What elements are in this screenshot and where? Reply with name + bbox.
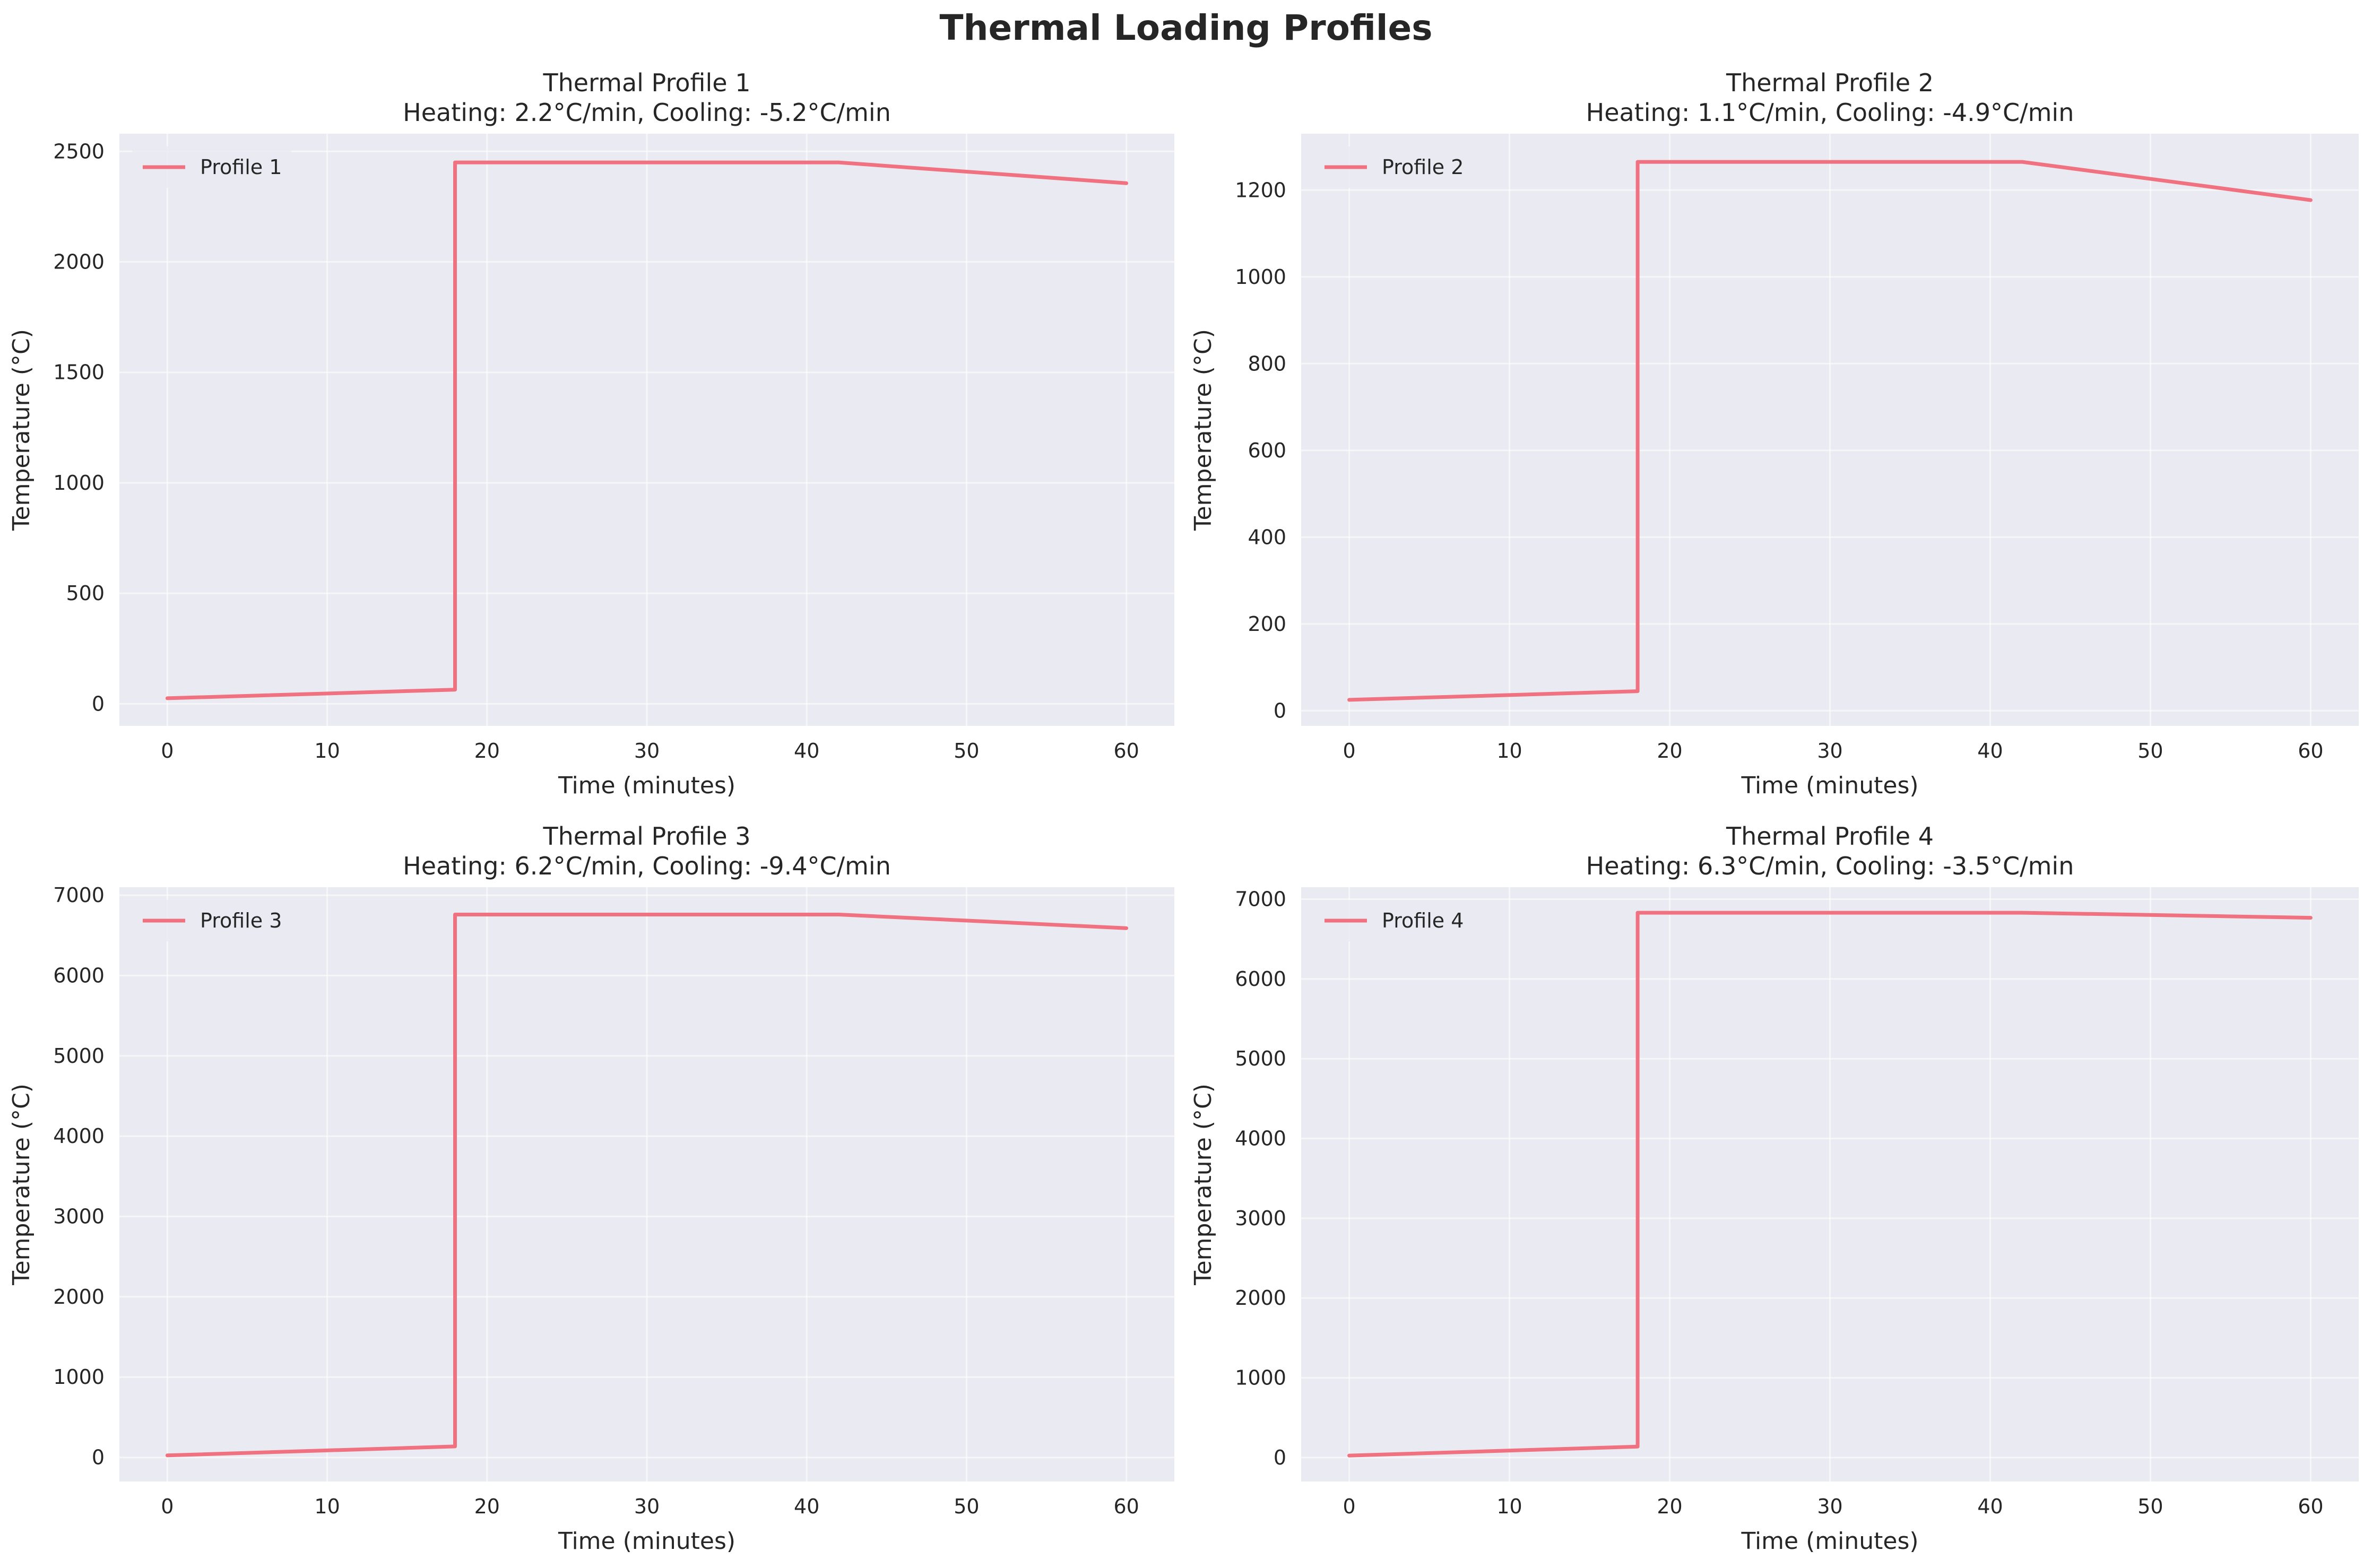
x-tick-label: 20 — [1657, 739, 1682, 763]
y-tick-label: 0 — [1274, 1446, 1286, 1469]
series-line — [1347, 911, 2313, 1458]
y-tick-label: 500 — [66, 582, 105, 605]
y-tick-label: 4000 — [53, 1124, 105, 1148]
subplot-title: Thermal Profile 3 Heating: 6.2°C/min, Coo… — [403, 822, 891, 880]
series-line — [1347, 160, 2313, 702]
x-tick-label: 10 — [314, 1495, 340, 1518]
legend-label: Profile 2 — [1382, 155, 1464, 179]
x-tick-label: 40 — [794, 739, 819, 763]
y-tick-label: 5000 — [53, 1044, 105, 1068]
x-tick-label: 40 — [1977, 739, 2003, 763]
x-tick-label: 60 — [1113, 739, 1139, 763]
y-tick-label: 6000 — [53, 964, 105, 987]
x-tick-label: 50 — [954, 739, 979, 763]
y-tick-label: 1000 — [1235, 265, 1286, 289]
y-tick-label: 200 — [1248, 612, 1286, 636]
y-axis-label: Temperature (°C) — [1190, 329, 1217, 531]
y-tick-label: 7000 — [1235, 888, 1286, 911]
subplot-title: Thermal Profile 1 Heating: 2.2°C/min, Coo… — [403, 68, 891, 127]
x-axis-label: Time (minutes) — [558, 772, 735, 799]
x-tick-label: 60 — [2298, 1495, 2323, 1518]
y-tick-label: 2500 — [53, 140, 105, 163]
x-tick-label: 50 — [954, 1495, 979, 1518]
legend-box — [132, 900, 291, 941]
x-tick-label: 30 — [634, 1495, 660, 1518]
x-tick-label: 0 — [1343, 739, 1355, 763]
x-axis-label: Time (minutes) — [1741, 1528, 1918, 1555]
y-tick-label: 600 — [1248, 439, 1286, 462]
y-axis-label: Temperature (°C) — [8, 1084, 35, 1286]
x-tick-label: 50 — [2137, 739, 2163, 763]
y-tick-label: 800 — [1248, 352, 1286, 375]
x-tick-label: 60 — [1113, 1495, 1139, 1518]
x-tick-label: 60 — [2298, 739, 2323, 763]
y-tick-label: 3000 — [53, 1205, 105, 1228]
y-tick-label: 2000 — [53, 250, 105, 274]
x-tick-label: 40 — [794, 1495, 819, 1518]
subplot-title: Thermal Profile 2 Heating: 1.1°C/min, Coo… — [1586, 68, 2074, 127]
legend-box — [1314, 146, 1473, 188]
x-tick-label: 40 — [1977, 1495, 2003, 1518]
x-tick-label: 20 — [1657, 1495, 1682, 1518]
x-tick-label: 0 — [161, 739, 174, 763]
y-tick-label: 6000 — [1235, 967, 1286, 991]
x-tick-label: 10 — [1496, 1495, 1522, 1518]
x-tick-label: 10 — [314, 739, 340, 763]
legend-label: Profile 4 — [1382, 909, 1464, 932]
y-tick-label: 2000 — [1235, 1286, 1286, 1310]
x-tick-label: 30 — [1817, 1495, 1842, 1518]
x-axis-label: Time (minutes) — [1741, 772, 1918, 799]
y-tick-label: 400 — [1248, 525, 1286, 549]
x-tick-label: 0 — [1343, 1495, 1355, 1518]
x-tick-label: 30 — [1817, 739, 1842, 763]
legend-label: Profile 3 — [200, 909, 282, 932]
y-tick-label: 0 — [92, 1446, 105, 1469]
y-tick-label: 1200 — [1235, 178, 1286, 202]
legend-box — [132, 146, 291, 188]
x-tick-label: 0 — [161, 1495, 174, 1518]
y-tick-label: 3000 — [1235, 1207, 1286, 1230]
y-axis-label: Temperature (°C) — [1190, 1084, 1217, 1286]
chart-panel-1: 0 10 20 30 40 50 60 0 500 1000 1500 2000 2500 Time (m… — [8, 68, 1174, 799]
y-tick-label: 1000 — [53, 471, 105, 495]
chart-panel-4: 0 10 20 30 40 50 60 0 1000 2000 3000 4000 5000 6000 70… — [1190, 822, 2359, 1555]
y-tick-label: 0 — [1274, 699, 1286, 722]
legend-box — [1314, 900, 1473, 941]
y-tick-label: 7000 — [53, 883, 105, 907]
x-tick-label: 20 — [474, 1495, 500, 1518]
legend-label: Profile 1 — [200, 155, 282, 179]
series-line — [165, 160, 1129, 700]
y-tick-label: 2000 — [53, 1285, 105, 1309]
y-axis-label: Temperature (°C) — [8, 329, 35, 531]
y-tick-label: 5000 — [1235, 1047, 1286, 1070]
y-tick-label: 0 — [92, 692, 105, 715]
figure-title: Thermal Loading Profiles — [939, 7, 1433, 48]
chart-panel-3: 0 10 20 30 40 50 60 0 1000 2000 3000 4000 5000 6000 70… — [8, 822, 1174, 1555]
series-line — [165, 913, 1129, 1458]
y-tick-label: 1000 — [1235, 1366, 1286, 1390]
y-tick-label: 1000 — [53, 1365, 105, 1389]
x-tick-label: 10 — [1496, 739, 1522, 763]
x-axis-label: Time (minutes) — [558, 1528, 735, 1555]
x-tick-label: 30 — [634, 739, 660, 763]
y-tick-label: 1500 — [53, 361, 105, 384]
x-tick-label: 20 — [474, 739, 500, 763]
y-tick-label: 4000 — [1235, 1127, 1286, 1150]
subplot-title: Thermal Profile 4 Heating: 6.3°C/min, Coo… — [1586, 822, 2074, 880]
x-tick-label: 50 — [2137, 1495, 2163, 1518]
